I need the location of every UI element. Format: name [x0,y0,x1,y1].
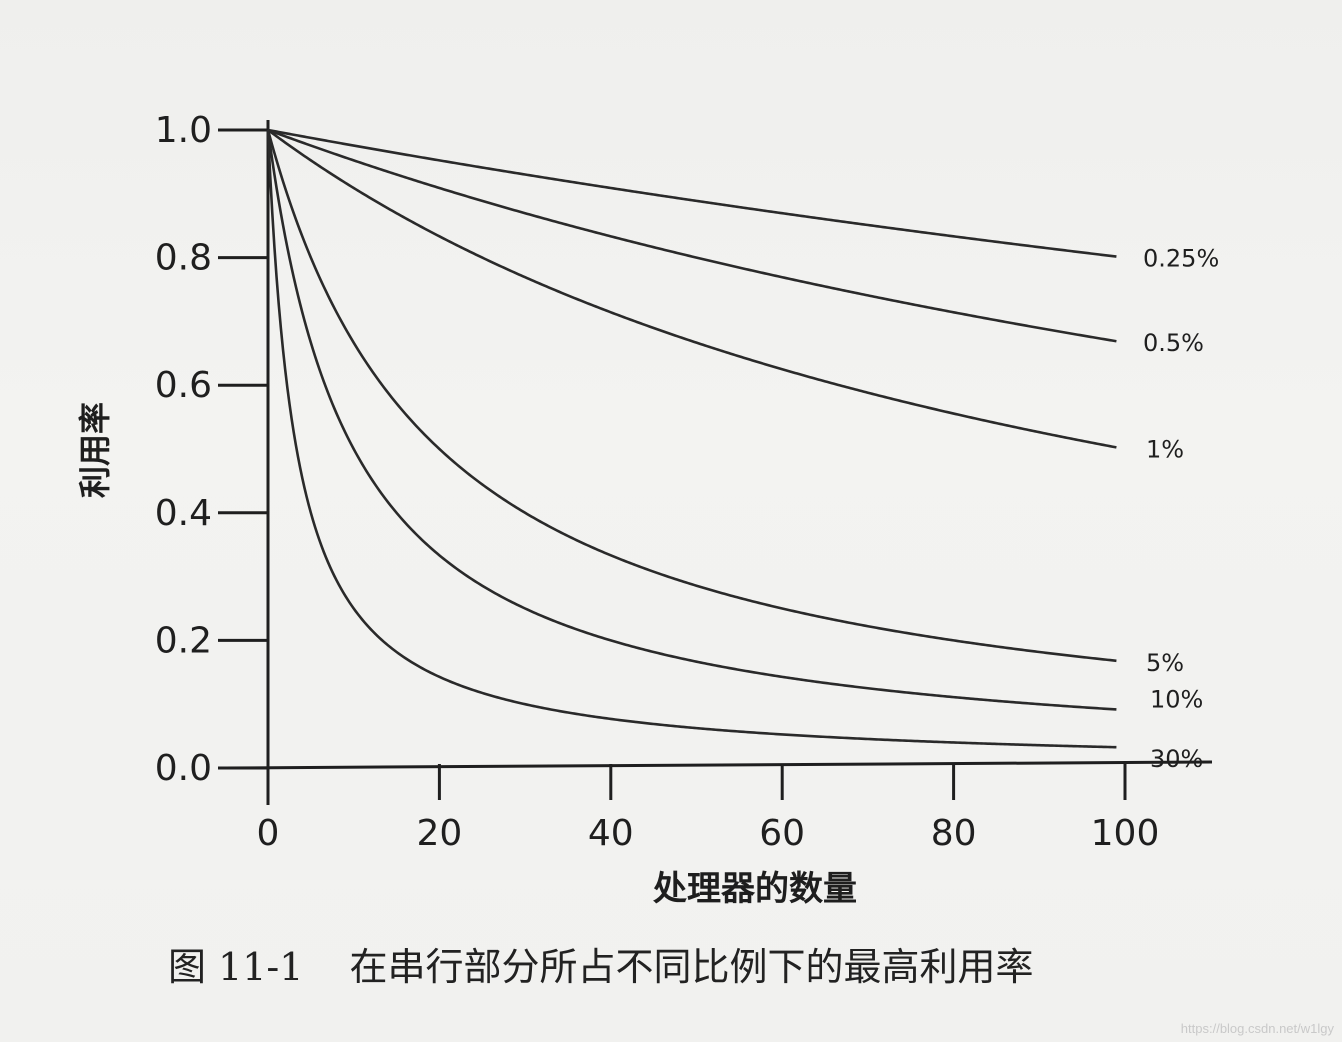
series-label: 0.25% [1143,245,1219,273]
series-label: 0.5% [1143,329,1204,357]
y-tick-label: 0.0 [155,748,212,789]
x-tick-label: 100 [1091,813,1160,854]
axes [218,120,1213,805]
y-tick-label: 1.0 [155,110,212,151]
utilization-chart: 0.0 0.2 0.4 0.6 0.8 1.0 0 20 40 60 80 100 0.25% 0.5% 1… [76,110,1220,909]
x-tick-label: 80 [931,813,977,854]
figure-caption: 图 11-1 在串行部分所占不同比例下的最高利用率 [168,936,1033,991]
series-line-4 [266,129,1117,663]
series-line-2 [267,128,1117,343]
caption-number: 图 11-1 [168,945,304,989]
series-line-5 [266,129,1117,711]
y-axis-title: 利用率 [76,402,114,498]
curves [266,128,1117,749]
series-line-3 [267,128,1117,449]
x-tick-label: 20 [416,813,462,854]
y-tick-label: 0.8 [155,238,212,279]
x-axis-title: 处理器的数量 [652,869,857,909]
series-label: 10% [1150,685,1203,713]
watermark: https://blog.csdn.net/w1lgy [1180,1021,1334,1036]
series-label: 1% [1146,435,1184,463]
caption-text: 在串行部分所占不同比例下的最高利用率 [349,945,1034,989]
series-label: 5% [1146,649,1184,677]
y-tick-label: 0.6 [155,365,212,406]
x-tick-label: 40 [588,813,634,854]
series-line-6 [266,129,1117,749]
x-tick-label: 60 [759,813,805,854]
y-tick-label: 0.4 [155,493,212,534]
x-axis-line [224,760,1213,770]
x-tick-label: 0 [257,813,280,854]
tick-labels: 0.0 0.2 0.4 0.6 0.8 1.0 0 20 40 60 80 100 0.25% 0.5% 1… [155,110,1220,854]
y-tick-label: 0.2 [155,620,212,661]
series-line-1 [267,128,1117,258]
series-label: 30% [1150,745,1203,773]
